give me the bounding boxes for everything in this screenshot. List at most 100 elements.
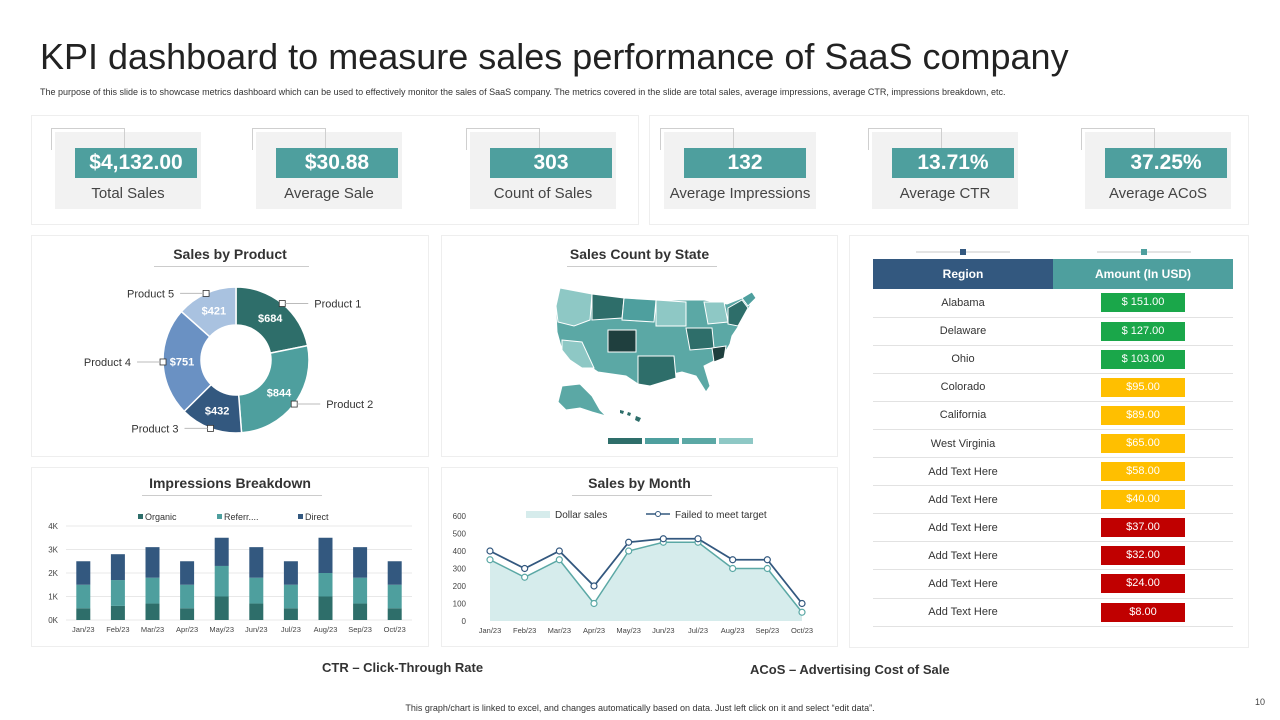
amount-badge: $ 103.00 <box>1101 349 1185 369</box>
amount-badge: $8.00 <box>1101 602 1185 622</box>
y-tick-label: 1K <box>48 593 58 602</box>
callout-label: Product 1 <box>314 299 361 311</box>
bar-segment <box>180 608 195 620</box>
donut-data-label: $751 <box>170 356 194 368</box>
y-tick-label: 200 <box>453 582 467 591</box>
amount-badge: $89.00 <box>1101 405 1185 425</box>
region-cell: California <box>873 401 1053 430</box>
amount-badge: $37.00 <box>1101 518 1185 538</box>
callout-label: Product 5 <box>127 288 174 300</box>
y-tick-label: 3K <box>48 546 58 555</box>
page-number: 10 <box>1254 697 1265 707</box>
callout-marker <box>207 424 214 432</box>
bar-segment <box>76 608 91 620</box>
bar-segment <box>387 561 402 585</box>
amount-badge: $58.00 <box>1101 462 1185 482</box>
region-cell: West Virginia <box>873 429 1053 459</box>
legend-swatch <box>217 514 222 519</box>
donut-slice <box>162 310 213 413</box>
panel-title: Sales by Product <box>173 246 287 262</box>
y-tick-label: 400 <box>453 547 467 556</box>
line-area-chart: 0 100 200 300 400 500 600 Jan/23 Feb/23 Mar/23 Apr… <box>453 510 813 635</box>
point-dollar-sales <box>521 573 529 581</box>
column-header-region: Region <box>873 259 1053 289</box>
kpi-value: $30.88 <box>276 148 398 178</box>
table-row: Ohio $ 103.00 <box>873 345 1233 374</box>
x-tick-label: Mar/23 <box>141 625 164 634</box>
y-tick-label: 500 <box>453 530 467 539</box>
bar-segment <box>353 603 368 620</box>
table-row: Add Text Here $24.00 <box>873 569 1233 599</box>
bar-segment <box>76 584 91 609</box>
page-title: KPI dashboard to measure sales performan… <box>40 36 1069 77</box>
bar-segment <box>283 584 298 609</box>
stacked-bar-chart: 0K 1K 2K 3K 4K Jan/23 Feb/23 Mar/23 Apr/23 May/23… <box>48 512 412 634</box>
region-cell: Add Text Here <box>873 513 1053 543</box>
table-row: Add Text Here $37.00 <box>873 513 1233 543</box>
kpi-label: Average ACoS <box>1108 185 1208 202</box>
legend-label: Referr.... <box>224 512 259 522</box>
donut-slice <box>235 286 309 354</box>
x-tick-label: Jan/23 <box>479 626 502 635</box>
amount-cell: $ 127.00 <box>1053 317 1233 346</box>
kpi-label: Count of Sales <box>493 185 593 202</box>
panel-title: Sales by Month <box>588 475 691 491</box>
bar-segment <box>318 596 333 620</box>
y-tick-label: 0 <box>462 617 467 626</box>
legend-label: Direct <box>305 512 329 522</box>
region-cell: Add Text Here <box>873 485 1053 515</box>
y-tick-label: 100 <box>453 600 467 609</box>
region-cell: Add Text Here <box>873 457 1053 487</box>
panel-impressions-breakdown: Impressions Breakdown 0K 1K 2K 3K 4K Jan/23 Fe… <box>31 467 429 647</box>
x-tick-label: Mar/23 <box>548 626 571 635</box>
panel-sales-by-month: Sales by Month 0 100 200 300 400 500 600 Jan/23… <box>441 467 838 647</box>
callout-label: Product 3 <box>131 423 178 435</box>
y-tick-label: 2K <box>48 569 58 578</box>
bar-segment <box>214 596 229 620</box>
x-tick-label: Jun/23 <box>245 625 268 634</box>
bar-segment <box>283 561 298 585</box>
legend-swatch-area <box>526 511 550 518</box>
panel-title: Sales Count by State <box>569 246 710 262</box>
point-dollar-sales <box>729 564 737 573</box>
amount-badge: $24.00 <box>1101 574 1185 594</box>
y-tick-label: 4K <box>48 522 58 531</box>
region-cell: Ohio <box>873 345 1053 374</box>
amount-cell: $24.00 <box>1053 569 1233 599</box>
x-tick-label: Oct/23 <box>384 625 406 634</box>
page-subtitle: The purpose of this slide is to showcase… <box>40 87 1006 97</box>
table-row: Delaware $ 127.00 <box>873 317 1233 346</box>
line-failed-target <box>489 537 803 605</box>
amount-cell: $ 151.00 <box>1053 289 1233 318</box>
amount-cell: $65.00 <box>1053 429 1233 459</box>
bar-segment <box>353 547 368 578</box>
callout-marker <box>159 358 167 366</box>
region-cell: Add Text Here <box>873 541 1053 571</box>
donut-chart: $684 $844 $432 $751 $421 Product 1 Product 2 P… <box>84 286 373 435</box>
amount-badge: $65.00 <box>1101 434 1185 454</box>
amount-badge: $32.00 <box>1101 546 1185 566</box>
bar-segment <box>249 603 264 620</box>
amount-badge: $ 151.00 <box>1101 293 1185 313</box>
bar-segment <box>283 608 298 620</box>
bar-segment <box>214 565 229 597</box>
legend-label: Dollar sales <box>555 510 607 521</box>
bar-segment <box>145 603 160 620</box>
y-tick-label: 0K <box>48 616 58 625</box>
kpi-label: Average Impressions <box>669 185 811 202</box>
donut-data-label: $684 <box>258 313 283 325</box>
point-failed-target <box>590 582 598 590</box>
x-tick-label: Apr/23 <box>583 626 605 635</box>
x-tick-label: Jul/23 <box>688 626 708 635</box>
table-row: Add Text Here $8.00 <box>873 598 1233 627</box>
bar-segment <box>180 584 195 609</box>
callout-label: Product 4 <box>84 357 131 369</box>
table-row: Add Text Here $32.00 <box>873 541 1233 571</box>
callout-marker <box>202 290 210 297</box>
point-dollar-sales <box>590 599 598 608</box>
point-dollar-sales <box>486 556 494 564</box>
point-failed-target <box>555 547 563 555</box>
table-row: Colorado $95.00 <box>873 373 1233 402</box>
bar-segment <box>180 561 195 585</box>
kpi-card-average-acos: 37.25% Average ACoS <box>1081 128 1231 209</box>
